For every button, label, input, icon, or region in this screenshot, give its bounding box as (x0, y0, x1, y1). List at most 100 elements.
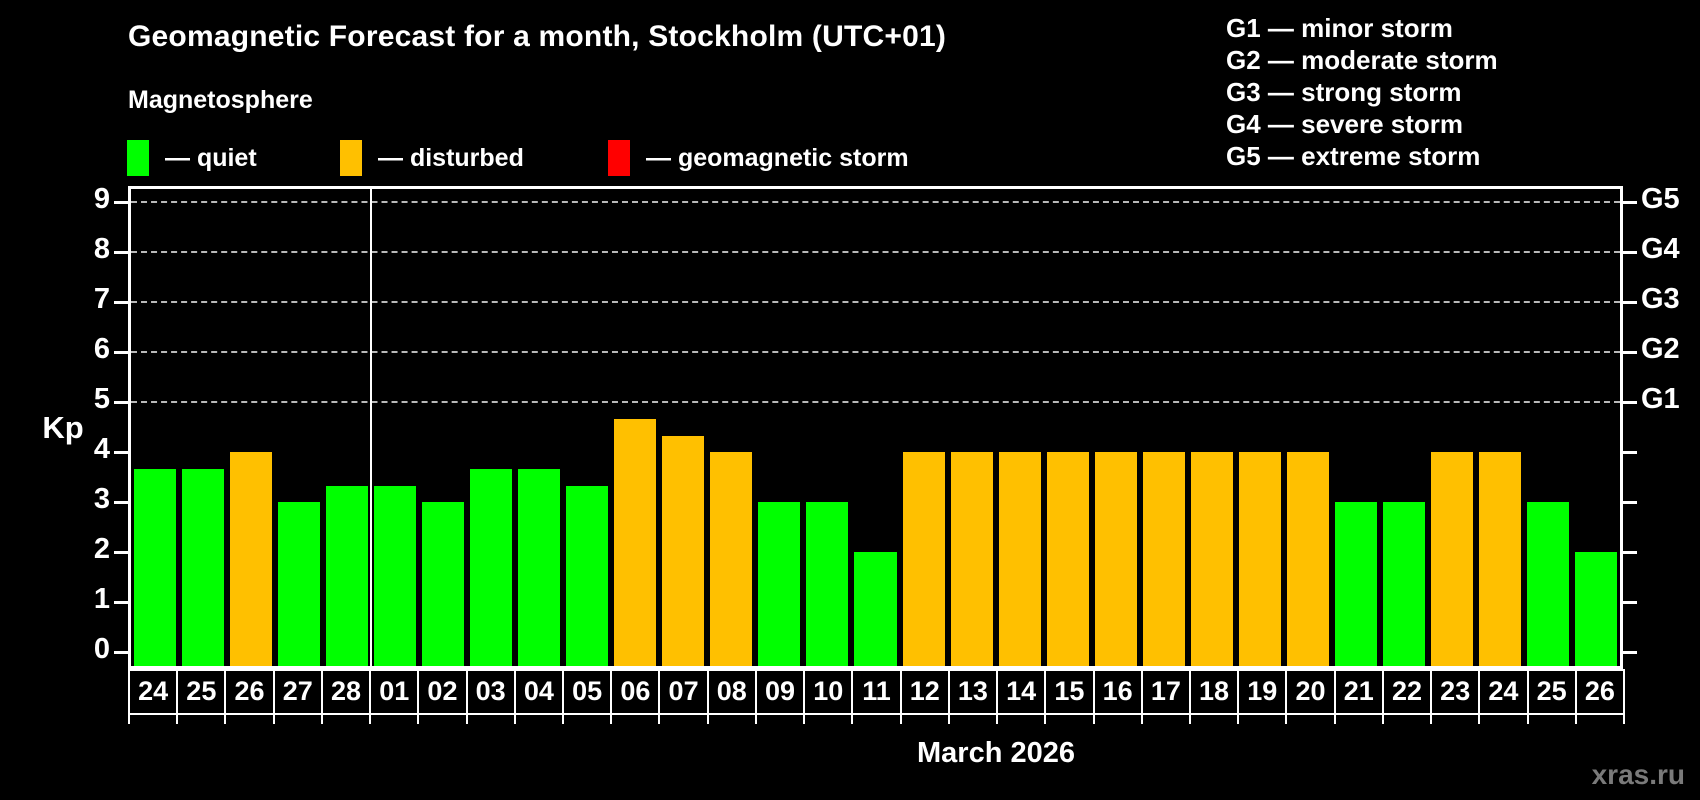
kp-bar-18-day-13 (950, 452, 993, 666)
legend-swatch-quiet (127, 140, 149, 176)
kp-bar-17-day-12 (902, 452, 945, 666)
x-axis-tick-0 (128, 715, 130, 724)
kp-bar-31-day-26 (1574, 552, 1617, 666)
kp-bar-22-day-17 (1142, 452, 1185, 666)
month-boundary-line (370, 189, 373, 666)
y-axis-tick-left-1 (114, 600, 128, 604)
kp-bar-12-day-07 (662, 435, 705, 666)
g-level-label-G3: G3 (1641, 283, 1680, 315)
x-axis-tick-4 (320, 715, 323, 724)
x-axis-tick-7 (465, 715, 468, 724)
day-label-08: 08 (706, 669, 757, 715)
gridline-kp-9 (131, 201, 1620, 203)
x-axis-tick-14 (803, 715, 806, 724)
g-level-label-G2: G2 (1641, 333, 1680, 365)
kp-bar-5-day-28 (326, 485, 369, 666)
x-axis-tick-18 (996, 715, 999, 724)
x-axis-tick-12 (706, 715, 709, 724)
y-axis-tick-left-9 (114, 200, 128, 204)
kp-bar-29-day-24 (1478, 452, 1521, 666)
x-axis-tick-5 (369, 715, 372, 724)
y-axis-tick-right-0 (1623, 650, 1637, 654)
kp-bar-14-day-09 (758, 502, 801, 666)
legend-swatch-disturbed (340, 140, 362, 176)
kp-bar-30-day-25 (1526, 502, 1569, 666)
day-label-14: 14 (996, 669, 1047, 715)
x-axis-tick-9 (562, 715, 565, 724)
x-axis-tick-31 (1623, 715, 1625, 724)
kp-bar-28-day-23 (1430, 452, 1473, 666)
day-label-09: 09 (754, 669, 806, 715)
g-level-label-G5: G5 (1641, 183, 1680, 215)
chart-title: Geomagnetic Forecast for a month, Stockh… (128, 20, 947, 53)
kp-bar-4-day-27 (278, 502, 321, 666)
x-axis-tick-24 (1285, 715, 1288, 724)
y-axis-tick-left-0 (114, 650, 128, 654)
kp-bar-21-day-16 (1094, 452, 1137, 666)
x-axis-tick-22 (1188, 715, 1191, 724)
storm-scale-line-4: G4 — severe storm (1226, 109, 1464, 139)
x-axis-tick-25 (1333, 715, 1336, 724)
y-axis-tick-left-5 (114, 400, 128, 404)
legend-item-quiet: — quiet (127, 140, 257, 176)
day-label-24: 24 (1478, 669, 1529, 715)
day-label-02: 02 (417, 669, 468, 715)
day-label-06: 06 (610, 669, 661, 715)
day-label-28: 28 (320, 669, 372, 715)
day-label-07: 07 (658, 669, 709, 715)
day-label-27: 27 (272, 669, 323, 715)
y-axis-tick-left-8 (114, 250, 128, 254)
x-axis-tick-26 (1381, 715, 1384, 724)
y-tick-label-4: 4 (93, 433, 110, 465)
kp-bar-3-day-26 (230, 452, 273, 666)
x-axis-tick-15 (851, 715, 854, 724)
y-tick-label-1: 1 (93, 583, 110, 615)
x-axis-tick-21 (1140, 715, 1143, 724)
y-tick-label-3: 3 (93, 483, 110, 515)
day-label-20: 20 (1285, 669, 1336, 715)
kp-bar-8-day-03 (470, 468, 513, 666)
x-axis-tick-20 (1092, 715, 1095, 724)
day-label-05: 05 (562, 669, 613, 715)
y-axis-tick-left-6 (114, 350, 128, 354)
kp-bar-24-day-19 (1238, 452, 1281, 666)
watermark: xras.ru (1591, 759, 1685, 790)
day-label-25: 25 (176, 669, 227, 715)
y-axis-tick-right-7 (1623, 300, 1637, 304)
y-axis-tick-right-9 (1623, 200, 1637, 204)
x-axis-tick-2 (224, 715, 227, 724)
x-axis-tick-27 (1430, 715, 1433, 724)
kp-bar-13-day-08 (710, 452, 753, 666)
y-tick-label-9: 9 (93, 183, 110, 215)
day-label-16: 16 (1092, 669, 1143, 715)
day-label-22: 22 (1381, 669, 1433, 715)
day-label-26: 26 (224, 669, 275, 715)
y-axis-label: Kp (42, 410, 84, 445)
day-label-10: 10 (803, 669, 854, 715)
y-axis-tick-right-3 (1623, 500, 1637, 504)
kp-bar-16-day-11 (854, 552, 897, 666)
y-axis-tick-right-4 (1623, 450, 1637, 454)
magnetosphere-label: Magnetosphere (128, 86, 313, 114)
kp-bar-26-day-21 (1334, 502, 1377, 666)
y-tick-label-6: 6 (93, 333, 110, 365)
kp-bar-6-day-01 (374, 485, 417, 666)
day-label-11: 11 (851, 669, 902, 715)
y-axis-tick-right-5 (1623, 400, 1637, 404)
x-axis-tick-6 (417, 715, 420, 724)
day-label-24: 24 (128, 669, 179, 715)
y-axis-tick-right-6 (1623, 350, 1637, 354)
kp-bar-10-day-05 (566, 485, 609, 666)
y-tick-label-2: 2 (93, 533, 110, 565)
day-label-25: 25 (1526, 669, 1577, 715)
gridline-kp-5 (131, 401, 1620, 403)
g-level-label-G4: G4 (1641, 233, 1680, 265)
x-axis-tick-10 (610, 715, 613, 724)
x-axis-tick-13 (754, 715, 757, 724)
kp-bar-7-day-02 (422, 502, 465, 666)
gridline-kp-7 (131, 301, 1620, 303)
y-axis-tick-left-3 (114, 500, 128, 504)
legend-swatch-geomagnetic-storm (608, 140, 630, 176)
y-axis-tick-left-2 (114, 550, 128, 554)
